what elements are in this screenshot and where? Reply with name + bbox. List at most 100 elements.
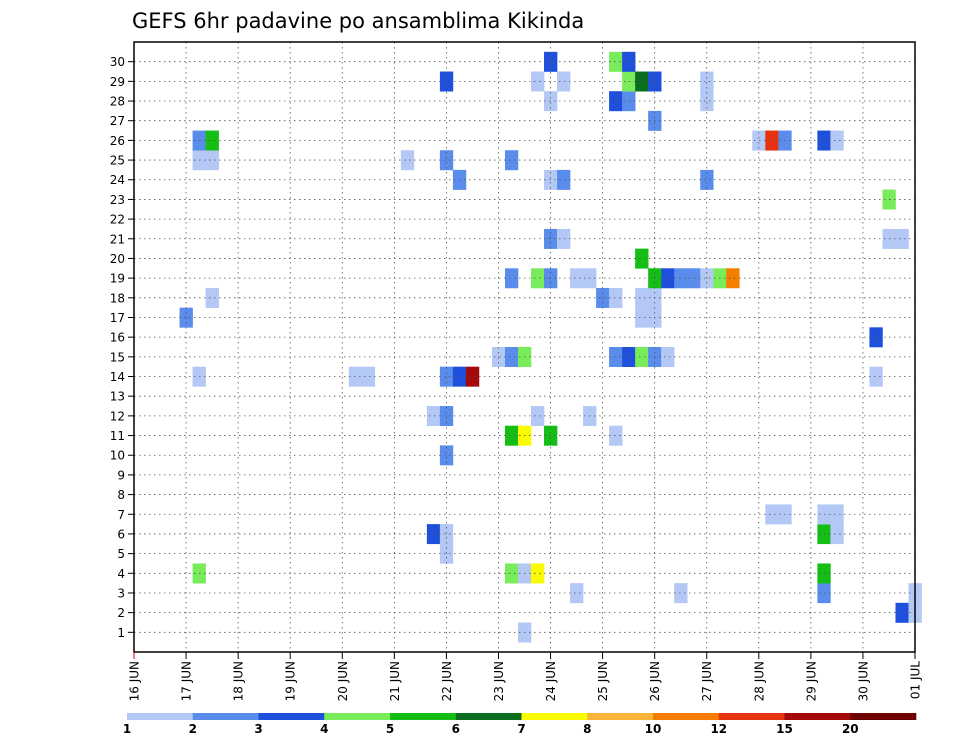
y-tick-label: 30	[110, 55, 125, 69]
y-tick-label: 19	[110, 272, 125, 286]
precip-cell	[830, 504, 844, 525]
precip-cell	[635, 71, 649, 92]
precip-cell	[504, 563, 519, 584]
precip-cell	[622, 51, 636, 72]
precip-cell	[635, 248, 649, 269]
y-tick-label: 8	[117, 488, 125, 502]
y-tick-label: 12	[110, 409, 125, 423]
precip-cell	[465, 366, 480, 387]
precip-cell	[439, 445, 454, 466]
precip-cell	[439, 71, 454, 92]
colorbar-segment	[850, 713, 917, 720]
colorbar-segment	[324, 713, 391, 720]
colorbar-segment	[784, 713, 851, 720]
y-tick-label: 29	[110, 75, 125, 89]
precip-cell	[661, 268, 675, 289]
x-tick-label: 30 JUN	[856, 661, 870, 701]
chart-title: GEFS 6hr padavine po ansamblima Kikinda	[132, 9, 584, 33]
y-tick-label: 11	[110, 429, 125, 443]
precip-cell	[674, 583, 688, 604]
precip-cell	[609, 51, 623, 72]
colorbar-segment	[258, 713, 325, 720]
precip-cell	[491, 347, 506, 367]
y-tick-label: 24	[110, 173, 125, 187]
y-tick-label: 6	[117, 527, 125, 541]
precip-cell	[439, 543, 454, 564]
precip-cell	[895, 228, 909, 249]
precip-cell	[504, 425, 519, 446]
precip-cell	[752, 130, 766, 151]
y-tick-label: 26	[110, 134, 125, 148]
colorbar-segment	[587, 713, 654, 720]
precip-cell	[557, 71, 571, 92]
precip-cell	[439, 150, 454, 171]
y-tick-label: 2	[117, 606, 125, 620]
plot-frame	[133, 41, 916, 653]
x-tick-label: 01 JUL	[909, 661, 923, 699]
precip-cell	[531, 71, 545, 92]
precip-cell	[700, 71, 714, 92]
precip-cell	[726, 268, 740, 289]
precip-cell	[765, 130, 779, 151]
precipitation-cells	[179, 51, 922, 643]
precip-cell	[635, 347, 649, 367]
precip-cell	[895, 602, 909, 623]
precip-cell	[609, 347, 623, 367]
precip-cell	[531, 563, 545, 584]
colorbar-segment	[653, 713, 720, 720]
y-tick-label: 20	[110, 252, 125, 266]
precip-cell	[361, 366, 376, 387]
precip-cell	[674, 268, 688, 289]
precip-cell	[622, 71, 636, 92]
precip-cell	[504, 150, 519, 171]
precip-cell	[544, 51, 558, 72]
colorbar-segment	[127, 713, 194, 720]
y-tick-label: 28	[110, 95, 125, 109]
y-tick-label: 25	[110, 154, 125, 168]
x-tick-label: 17 JUN	[180, 661, 194, 701]
y-tick-label: 3	[117, 586, 125, 600]
precip-cell	[426, 406, 441, 427]
colorbar-label: 1	[123, 722, 131, 736]
precip-cell	[504, 268, 519, 289]
precip-cell	[700, 169, 714, 190]
precip-cell	[439, 406, 454, 427]
precip-cell	[544, 169, 558, 190]
precip-cell	[687, 268, 701, 289]
colorbar-label: 10	[645, 722, 662, 736]
colorbar-label: 8	[583, 722, 591, 736]
precip-cell	[570, 583, 584, 604]
y-axis-ticks: 1234567891011121314151617181920212223242…	[110, 55, 134, 640]
x-tick-label: 25 JUN	[596, 661, 610, 701]
precip-cell	[622, 347, 636, 367]
y-tick-label: 14	[110, 370, 125, 384]
y-tick-label: 9	[117, 468, 125, 482]
precip-cell	[205, 150, 219, 171]
precip-cell	[609, 91, 623, 112]
precip-cell	[765, 504, 779, 525]
precip-cell	[869, 366, 883, 387]
y-tick-label: 13	[110, 390, 125, 404]
y-tick-label: 15	[110, 350, 125, 364]
x-tick-label: 16 JUN	[128, 661, 142, 701]
y-tick-label: 5	[117, 547, 125, 561]
precip-cell	[830, 130, 844, 151]
y-tick-label: 4	[117, 567, 125, 581]
grid-lines	[134, 42, 916, 652]
y-tick-label: 7	[117, 508, 125, 522]
colorbar-segment	[390, 713, 457, 720]
colorbar-segment	[521, 713, 588, 720]
precip-cell	[661, 347, 675, 367]
precip-cell	[426, 524, 441, 545]
precip-cell	[557, 228, 571, 249]
colorbar-label: 6	[452, 722, 460, 736]
colorbar: 1 2 3 4 5 6 7 8 10 12 15 20	[123, 713, 917, 736]
precip-cell	[622, 91, 636, 112]
precip-cell	[439, 366, 454, 387]
colorbar-segment	[192, 713, 259, 720]
precip-cell	[504, 347, 519, 367]
colorbar-segment	[718, 713, 785, 720]
colorbar-label: 5	[386, 722, 394, 736]
precip-cell	[869, 327, 883, 348]
